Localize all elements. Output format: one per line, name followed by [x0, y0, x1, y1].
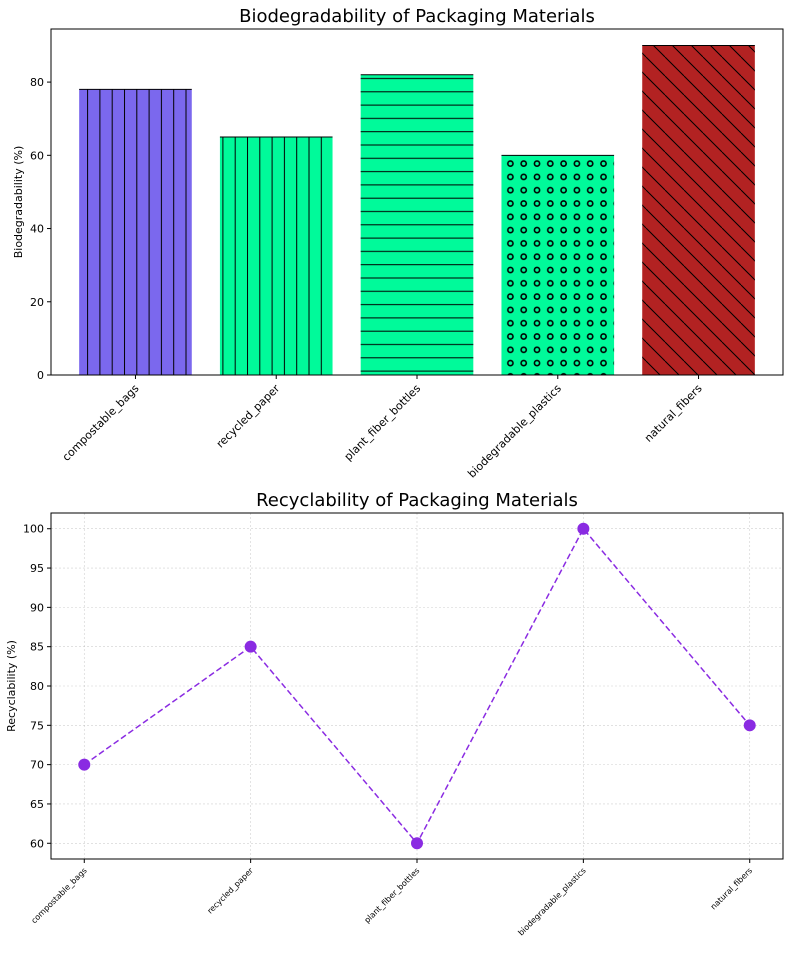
chart1-x-ticks: compostable_bags recycled_paper plant_fibe…: [60, 375, 705, 481]
chart1-y-tick-label: 60: [30, 149, 44, 162]
chart2-x-tick-label: recycled_paper: [206, 866, 256, 916]
chart1-y-tick-label: 0: [37, 369, 44, 382]
chart1-x-tick-label: recycled_paper: [214, 382, 283, 451]
chart1-bar-hatch: [79, 89, 192, 376]
biodegradability-bar-chart: Biodegradability of Packaging Materials …: [12, 6, 784, 481]
chart2-series: [78, 522, 756, 850]
chart2-y-ticks: 60 65 70 75 80 85 90 95 100: [23, 523, 51, 850]
chart2-x-tick-label: plant_fiber_bottles: [363, 866, 422, 925]
chart2-y-tick-label: 80: [30, 680, 44, 693]
chart1-bar-hatch: [642, 45, 755, 375]
chart1-x-tick-label: biodegradable_plastics: [465, 382, 564, 481]
chart2-x-tick-label: compostable_bags: [29, 866, 88, 925]
chart2-title: Recyclability of Packaging Materials: [256, 490, 578, 511]
chart2-point-plant-fiber-bottles: [411, 837, 423, 850]
chart2-grid: [51, 513, 783, 859]
chart1-title: Biodegradability of Packaging Materials: [239, 6, 595, 27]
chart2-x-tick-label: natural_fibers: [709, 866, 754, 911]
chart2-y-tick-label: 85: [30, 641, 44, 654]
chart2-axes-frame: [50, 512, 784, 860]
chart1-y-tick-label: 80: [30, 76, 44, 89]
chart2-x-ticks: compostable_bags recycled_paper plant_fibe…: [29, 859, 754, 937]
chart2-y-tick-label: 60: [30, 837, 44, 850]
chart1-y-ticks: 0 20 40 60 80: [30, 76, 51, 382]
chart1-x-tick-label: compostable_bags: [60, 382, 142, 464]
chart2-ylabel: Recyclability (%): [5, 640, 18, 732]
chart1-y-tick-label: 20: [30, 296, 44, 309]
chart1-axes-frame: [50, 28, 784, 376]
chart1-bars: [79, 44, 755, 376]
chart2-y-tick-label: 75: [30, 719, 44, 732]
chart2-x-tick-label: biodegradable_plastics: [516, 866, 587, 937]
chart1-x-tick-label: natural_fibers: [642, 382, 705, 445]
chart1-bar-hatch: [501, 155, 615, 375]
chart1-bar-hatch: [219, 137, 333, 375]
chart2-y-tick-label: 70: [30, 759, 44, 772]
chart2-point-compostable-bags: [78, 758, 91, 771]
recyclability-line-chart: Recyclability of Packaging Materials Rec…: [5, 490, 784, 937]
chart1-y-tick-label: 40: [30, 223, 44, 236]
chart2-y-tick-label: 65: [30, 798, 44, 811]
chart2-point-biodegradable-plastics: [577, 522, 590, 535]
chart1-x-tick-label: plant_fiber_bottles: [342, 382, 424, 464]
chart1-bar-hatch: [360, 74, 474, 375]
chart2-y-tick-label: 100: [23, 523, 44, 536]
chart2-point-natural-fibers: [743, 719, 756, 732]
chart1-ylabel: Biodegradability (%): [12, 146, 25, 259]
chart2-point-recycled-paper: [244, 640, 257, 653]
chart2-y-tick-label: 95: [30, 562, 44, 575]
chart2-y-tick-label: 90: [30, 601, 44, 614]
